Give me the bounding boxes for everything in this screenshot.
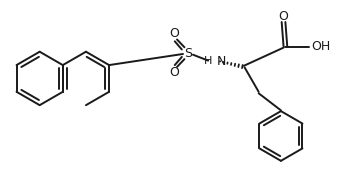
Text: N: N: [217, 55, 226, 68]
Text: OH: OH: [311, 40, 330, 53]
Text: H: H: [204, 56, 212, 66]
Text: O: O: [169, 66, 179, 79]
Text: O: O: [169, 27, 179, 40]
Text: O: O: [279, 10, 289, 23]
Text: S: S: [184, 47, 192, 60]
